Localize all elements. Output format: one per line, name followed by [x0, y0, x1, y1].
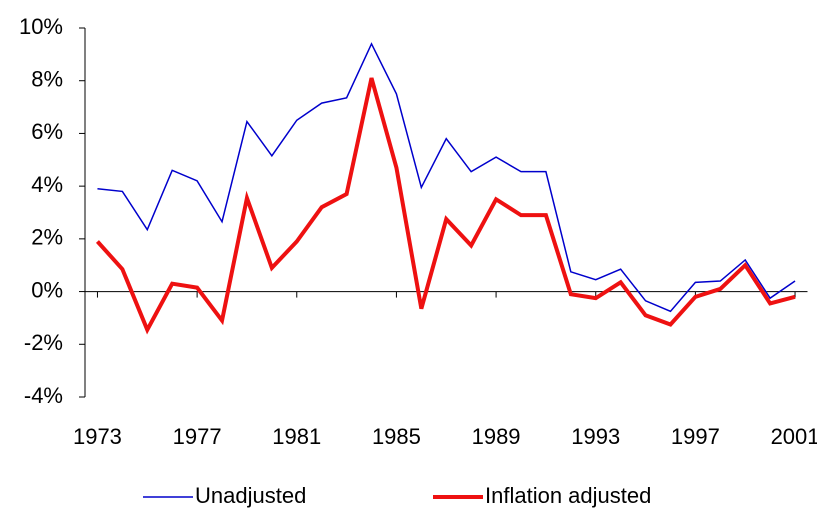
- y-tick-label: -2%: [24, 330, 63, 355]
- legend-label: Unadjusted: [195, 483, 306, 508]
- x-tick-label: 1989: [472, 424, 521, 449]
- x-tick-label: 1985: [372, 424, 421, 449]
- y-tick-label: -4%: [24, 383, 63, 408]
- y-tick-label: 2%: [31, 225, 63, 250]
- x-tick-label: 1993: [571, 424, 620, 449]
- x-tick-label: 1973: [73, 424, 122, 449]
- y-tick-label: 0%: [31, 277, 63, 302]
- y-tick-label: 6%: [31, 119, 63, 144]
- series-line: [97, 42, 796, 313]
- x-tick-label: 2001: [771, 424, 817, 449]
- x-tick-label: 1981: [272, 424, 321, 449]
- y-tick-label: 4%: [31, 172, 63, 197]
- x-tick-label: 1977: [173, 424, 222, 449]
- legend-label: Inflation adjusted: [485, 483, 651, 508]
- series-line: [95, 77, 796, 335]
- y-tick-label: 8%: [31, 67, 63, 92]
- y-tick-label: 10%: [19, 14, 63, 39]
- x-tick-label: 1997: [671, 424, 720, 449]
